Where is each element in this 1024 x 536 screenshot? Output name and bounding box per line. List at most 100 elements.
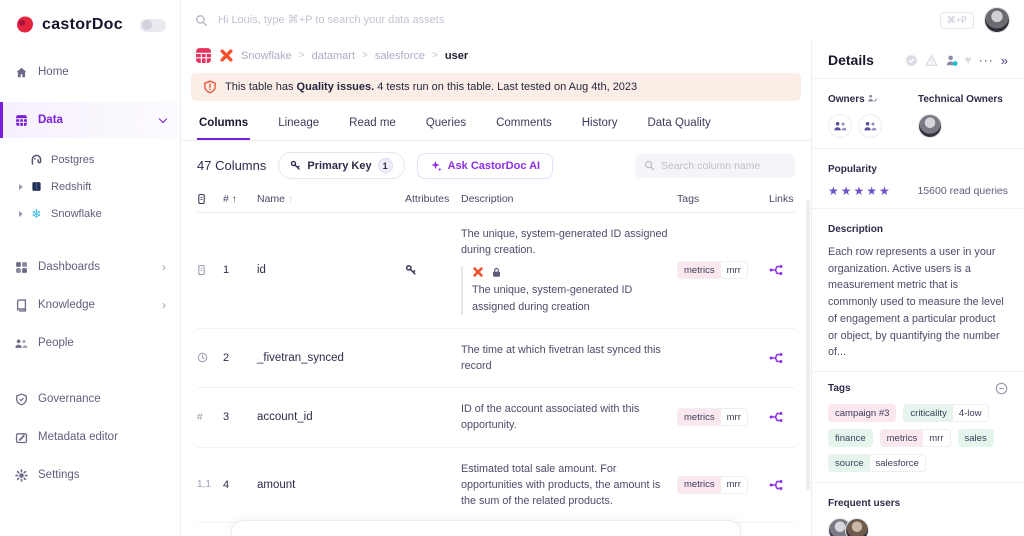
column-search[interactable] xyxy=(635,153,795,178)
floating-bottom-card xyxy=(231,520,741,536)
tag-chip-group[interactable]: metrics mrr xyxy=(879,429,951,448)
user-avatar[interactable] xyxy=(984,7,1010,33)
header-name[interactable]: Name ↑ xyxy=(257,193,293,205)
check-circle-icon[interactable] xyxy=(905,54,918,67)
sidebar-item-label: Governance xyxy=(38,393,101,405)
key-icon xyxy=(291,160,301,170)
collapse-panel-icon[interactable]: » xyxy=(1000,52,1008,68)
collapse-tags-icon[interactable] xyxy=(995,382,1008,395)
header-tags[interactable]: Tags xyxy=(677,193,700,205)
expand-caret-icon[interactable] xyxy=(19,210,23,217)
columns-toolbar: 47 Columns Primary Key 1 Ask CastorDoc A… xyxy=(181,141,811,188)
ask-castordoc-ai-button[interactable]: Ask CastorDoc AI xyxy=(416,152,554,179)
tag-chip-group[interactable]: metrics mrr xyxy=(677,261,748,280)
tab-data-quality[interactable]: Data Quality xyxy=(647,117,711,129)
governance-shield-icon xyxy=(14,392,28,406)
tab-queries[interactable]: Queries xyxy=(425,117,467,129)
lineage-link-icon[interactable] xyxy=(769,478,783,492)
frequent-users-label: Frequent users xyxy=(828,498,901,510)
tag-chip: criticality xyxy=(904,405,953,422)
column-links[interactable] xyxy=(769,478,795,492)
breadcrumb-separator: > xyxy=(432,50,438,61)
description-label: Description xyxy=(828,224,884,235)
tag-chip[interactable]: sales xyxy=(957,429,994,448)
column-name: amount xyxy=(257,478,296,491)
tag-chip: 4-low xyxy=(952,405,988,422)
heart-icon[interactable]: ♥ xyxy=(964,53,972,67)
primary-key-filter-button[interactable]: Primary Key 1 xyxy=(278,152,405,179)
table-row[interactable]: # 3 account_id ID of the account associa… xyxy=(197,388,795,448)
tab-lineage[interactable]: Lineage xyxy=(278,117,320,129)
lineage-link-icon[interactable] xyxy=(769,351,783,365)
warning-triangle-icon[interactable] xyxy=(924,53,938,67)
breadcrumb-separator: > xyxy=(298,50,305,61)
tag-chip-group[interactable]: metrics mrr xyxy=(677,408,748,427)
owner-group-avatar[interactable] xyxy=(858,114,882,138)
tag-chip: mrr xyxy=(923,430,950,447)
column-name: account_id xyxy=(257,411,313,424)
sidebar-collapse-toggle[interactable] xyxy=(140,18,166,32)
sidebar-item-governance[interactable]: Governance xyxy=(0,383,180,415)
search-icon xyxy=(196,14,208,26)
sidebar-item-data[interactable]: Data xyxy=(0,102,180,138)
home-icon xyxy=(14,65,28,79)
breadcrumb: Snowflake > datamart > salesforce > user xyxy=(181,40,811,71)
column-num: 4 xyxy=(223,478,230,491)
tab-columns[interactable]: Columns xyxy=(197,109,251,140)
owners-label: Owners xyxy=(828,94,878,105)
topbar: ⌘+P xyxy=(181,0,1024,40)
tab-read-me[interactable]: Read me xyxy=(349,117,396,129)
table-row[interactable]: 2 _fivetran_synced The time at which fiv… xyxy=(197,329,795,389)
sidebar-item-metadata-editor[interactable]: Metadata editor xyxy=(0,421,180,453)
column-name: id xyxy=(257,264,266,277)
header-links[interactable]: Links xyxy=(769,193,794,205)
scrollbar[interactable] xyxy=(806,200,810,490)
tag-chip[interactable]: campaign #3 xyxy=(828,404,897,423)
table-row[interactable]: 1 id The unique, system-generated ID ass… xyxy=(197,213,795,329)
person-owner-icon[interactable] xyxy=(945,54,958,67)
tab-history[interactable]: History xyxy=(581,117,618,129)
sidebar-item-redshift[interactable]: Redshift xyxy=(0,173,180,200)
column-links[interactable] xyxy=(769,410,795,424)
breadcrumb-part[interactable]: datamart xyxy=(311,49,356,62)
sidebar-item-knowledge[interactable]: Knowledge › xyxy=(0,289,180,321)
sidebar-item-home[interactable]: Home xyxy=(0,56,180,88)
tag-chip: source xyxy=(829,455,870,472)
column-links[interactable] xyxy=(769,351,795,365)
lineage-link-icon[interactable] xyxy=(769,410,783,424)
column-description: The time at which fivetran last synced t… xyxy=(461,343,661,372)
table-header-row: # ↑ Name ↑ Attributes Description Tags L… xyxy=(197,188,795,213)
sidebar-item-people[interactable]: People xyxy=(0,327,180,359)
dashboards-icon xyxy=(14,260,28,274)
sidebar-item-snowflake[interactable]: ❄ Snowflake xyxy=(0,200,180,227)
lineage-link-icon[interactable] xyxy=(769,263,783,277)
tag-chip-group[interactable]: criticality 4-low xyxy=(903,404,989,423)
main-content: Snowflake > datamart > salesforce > user… xyxy=(181,40,811,536)
column-tags: metrics mrr xyxy=(677,475,769,494)
sidebar-item-postgres[interactable]: Postgres xyxy=(0,146,180,173)
column-links[interactable] xyxy=(769,263,795,277)
tag-chip-group[interactable]: metrics mrr xyxy=(677,475,748,494)
expand-caret-icon[interactable] xyxy=(19,183,23,190)
table-row[interactable]: 1,1 4 amount Estimated total sale amount… xyxy=(197,448,795,524)
frequent-user-avatar[interactable] xyxy=(845,518,869,536)
header-description[interactable]: Description xyxy=(461,193,514,205)
sidebar-item-label: Knowledge xyxy=(38,299,95,311)
tag-chip-group[interactable]: source salesforce xyxy=(828,454,926,473)
breadcrumb-part[interactable]: Snowflake xyxy=(241,49,292,62)
column-search-input[interactable] xyxy=(661,159,786,172)
sidebar-item-label: Postgres xyxy=(51,153,95,166)
sidebar-item-dashboards[interactable]: Dashboards › xyxy=(0,251,180,283)
breadcrumb-part[interactable]: salesforce xyxy=(374,49,426,62)
popularity-label: Popularity xyxy=(828,164,877,175)
sidebar-item-settings[interactable]: Settings xyxy=(0,459,180,491)
header-num[interactable]: # ↑ xyxy=(223,193,237,205)
more-options-icon[interactable]: ··· xyxy=(978,53,994,67)
technical-owner-avatar[interactable] xyxy=(918,114,942,138)
tab-comments[interactable]: Comments xyxy=(496,117,552,129)
header-attributes[interactable]: Attributes xyxy=(405,193,450,205)
tag-chip[interactable]: finance xyxy=(828,429,873,448)
owner-group-avatar[interactable] xyxy=(828,114,852,138)
banner-text: This table has Quality issues. 4 tests r… xyxy=(225,81,638,93)
global-search-input[interactable] xyxy=(218,14,930,26)
